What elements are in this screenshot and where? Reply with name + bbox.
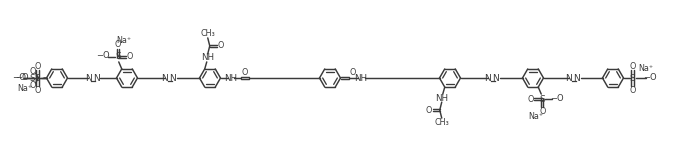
Text: NH: NH <box>224 74 237 83</box>
Text: O: O <box>34 85 41 94</box>
Text: O: O <box>29 67 35 76</box>
Text: O: O <box>218 41 224 50</box>
Text: N: N <box>566 74 573 83</box>
Text: NH: NH <box>354 74 367 83</box>
Text: −O: −O <box>15 73 29 82</box>
Text: O: O <box>629 85 636 94</box>
Text: O: O <box>426 106 432 115</box>
Text: N: N <box>492 74 499 83</box>
Text: Na⁺: Na⁺ <box>116 36 131 45</box>
Text: O: O <box>350 68 356 77</box>
Text: S: S <box>630 74 635 83</box>
Text: O: O <box>241 68 248 77</box>
Text: O: O <box>29 81 35 89</box>
Text: N: N <box>169 74 176 83</box>
Text: S: S <box>30 74 35 83</box>
Text: O: O <box>527 95 533 104</box>
Text: N: N <box>92 74 99 83</box>
Text: N: N <box>161 74 168 83</box>
Text: Na⁺: Na⁺ <box>638 64 653 73</box>
Text: NH: NH <box>435 94 448 103</box>
Text: CH₃: CH₃ <box>201 29 215 38</box>
Text: N: N <box>574 74 580 83</box>
Text: O: O <box>34 61 41 71</box>
Text: −O: −O <box>96 51 109 60</box>
Text: O: O <box>629 61 636 71</box>
Text: −O: −O <box>12 73 27 82</box>
Text: O: O <box>114 40 121 49</box>
Text: −O: −O <box>643 73 656 82</box>
Text: –: – <box>42 74 47 83</box>
Text: O: O <box>539 107 545 116</box>
Text: N: N <box>84 74 91 83</box>
Text: CH₃: CH₃ <box>435 118 449 127</box>
Text: S: S <box>35 74 40 83</box>
Text: NH: NH <box>201 53 214 62</box>
Text: S: S <box>539 95 545 104</box>
Text: O: O <box>126 52 133 61</box>
Text: Na⁺: Na⁺ <box>528 112 544 121</box>
Text: Na⁺: Na⁺ <box>17 83 32 92</box>
Text: −O: −O <box>550 94 564 103</box>
Text: S: S <box>115 52 120 61</box>
Text: N: N <box>484 74 491 83</box>
